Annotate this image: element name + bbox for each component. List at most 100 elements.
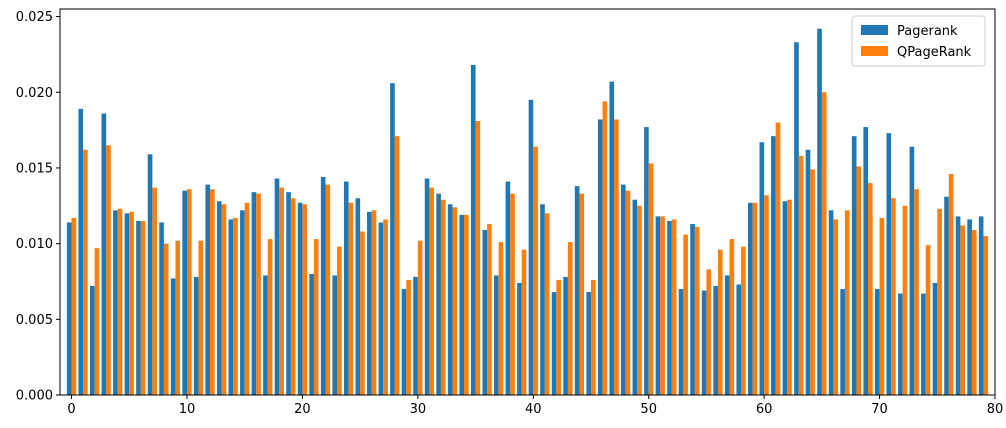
pagerank-bar — [955, 216, 961, 395]
pagerank-bar — [828, 210, 834, 395]
qpagerank-bar — [741, 246, 746, 395]
qpagerank-bar — [383, 219, 388, 395]
pagerank-bar — [898, 293, 903, 395]
qpagerank-bar — [256, 193, 261, 395]
pagerank-bar — [78, 108, 84, 395]
pagerank-bar — [390, 83, 395, 396]
qpagerank-bar — [683, 234, 688, 395]
y-tick-label: 0.010 — [16, 237, 53, 252]
pagerank-bar — [967, 219, 972, 395]
y-tick-label: 0.020 — [16, 86, 53, 101]
pagerank-bar — [309, 273, 314, 395]
pagerank-bar — [66, 222, 72, 395]
qpagerank-bar — [648, 163, 654, 395]
pagerank-bar — [690, 223, 695, 395]
qpagerank-bar — [521, 249, 527, 395]
pagerank-bar — [724, 275, 730, 395]
qpagerank-legend-swatch — [861, 46, 888, 56]
qpagerank-bar — [660, 216, 665, 395]
qpagerank-bar — [406, 279, 411, 395]
pagerank-bar — [482, 230, 488, 395]
qpagerank-bar — [325, 184, 331, 395]
qpagerank-bar — [533, 146, 538, 395]
pagerank-bar — [863, 127, 869, 395]
pagerank-bar — [436, 193, 441, 395]
pagerank-bar — [978, 216, 984, 395]
legend: Pagerank QPageRank — [851, 15, 986, 67]
pagerank-bar — [551, 292, 557, 395]
qpagerank-bar — [267, 239, 273, 395]
x-tick-label: 30 — [410, 402, 427, 417]
qpagerank-bar — [983, 236, 989, 395]
plot-frame — [59, 8, 996, 396]
pagerank-bar — [90, 286, 95, 395]
qpagerank-bar — [233, 217, 238, 395]
pagerank-bar — [528, 99, 534, 395]
pagerank-bar — [182, 190, 187, 395]
pagerank-bar — [597, 119, 603, 395]
x-tick-label: 0 — [67, 402, 75, 417]
qpagerank-bar — [960, 225, 965, 395]
qpagerank-bar — [487, 223, 492, 395]
qpagerank-bar — [371, 210, 377, 395]
qpagerank-bar — [625, 190, 631, 395]
pagerank-bar — [274, 178, 280, 395]
pagerank-legend-label: Pagerank — [897, 24, 958, 39]
pagerank-bar — [101, 113, 107, 395]
qpagerank-bar — [337, 246, 342, 395]
pagerank-bar — [678, 289, 684, 395]
pagerank-bar — [297, 202, 303, 395]
qpagerank-bar — [556, 279, 561, 395]
qpagerank-bar — [729, 239, 735, 395]
pagerank-bar — [193, 276, 199, 395]
pagerank-bar — [759, 142, 765, 395]
pagerank-bar — [909, 146, 915, 395]
qpagerank-bar — [856, 166, 862, 395]
axes-layer: 0 10 20 30 40 50 60 70 80 0.000 0.005 0.010 0.015 0.0… — [16, 8, 1003, 417]
qpagerank-bar — [579, 193, 585, 395]
pagerank-bar — [517, 282, 522, 395]
y-tick-label: 0.000 — [16, 389, 53, 404]
pagerank-bar — [170, 278, 176, 395]
pagerank-bar — [644, 127, 649, 395]
qpagerank-bar — [498, 242, 504, 395]
qpagerank-bar — [186, 189, 192, 395]
pagerank-bar — [136, 220, 141, 395]
pagerank-bar — [586, 292, 591, 395]
pagerank-bar — [621, 184, 626, 395]
qpagerank-bar — [440, 199, 446, 395]
qpagerank-bar — [360, 231, 365, 395]
qpagerank-bar — [752, 202, 758, 395]
pagerank-bar — [159, 222, 164, 395]
y-tick-label: 0.025 — [16, 10, 53, 25]
qpagerank-bar — [210, 189, 215, 395]
pagerank-bar — [286, 192, 291, 395]
qpagerank-bar — [313, 239, 319, 395]
pagerank-bar — [401, 289, 407, 395]
qpagerank-bar — [948, 174, 954, 395]
qpagerank-bar — [833, 219, 839, 395]
pagerank-bar — [343, 181, 349, 395]
qpagerank-bar — [94, 248, 100, 395]
qpagerank-bar — [429, 187, 434, 395]
qpagerank-bar — [891, 198, 896, 395]
qpagerank-bar — [129, 211, 134, 395]
qpagerank-bar — [902, 205, 908, 395]
pagerank-bar — [470, 65, 476, 395]
bars-layer — [66, 28, 989, 396]
pagerank-bar — [251, 192, 257, 395]
x-tick-label: 70 — [871, 402, 888, 417]
pagerank-bar — [851, 136, 857, 395]
pagerank-bar — [240, 210, 245, 395]
pagerank-bar — [494, 275, 499, 395]
pagerank-bar — [124, 213, 130, 395]
qpagerank-bar — [290, 198, 296, 395]
qpagerank-bar — [694, 226, 700, 395]
pagerank-bar — [667, 220, 672, 395]
qpagerank-bar — [175, 240, 181, 395]
pagerank-bar — [771, 136, 776, 395]
pagerank-bar — [216, 201, 222, 395]
x-tick-label: 50 — [640, 402, 657, 417]
pagerank-bar — [655, 216, 661, 395]
qpagerank-bar — [244, 202, 250, 395]
